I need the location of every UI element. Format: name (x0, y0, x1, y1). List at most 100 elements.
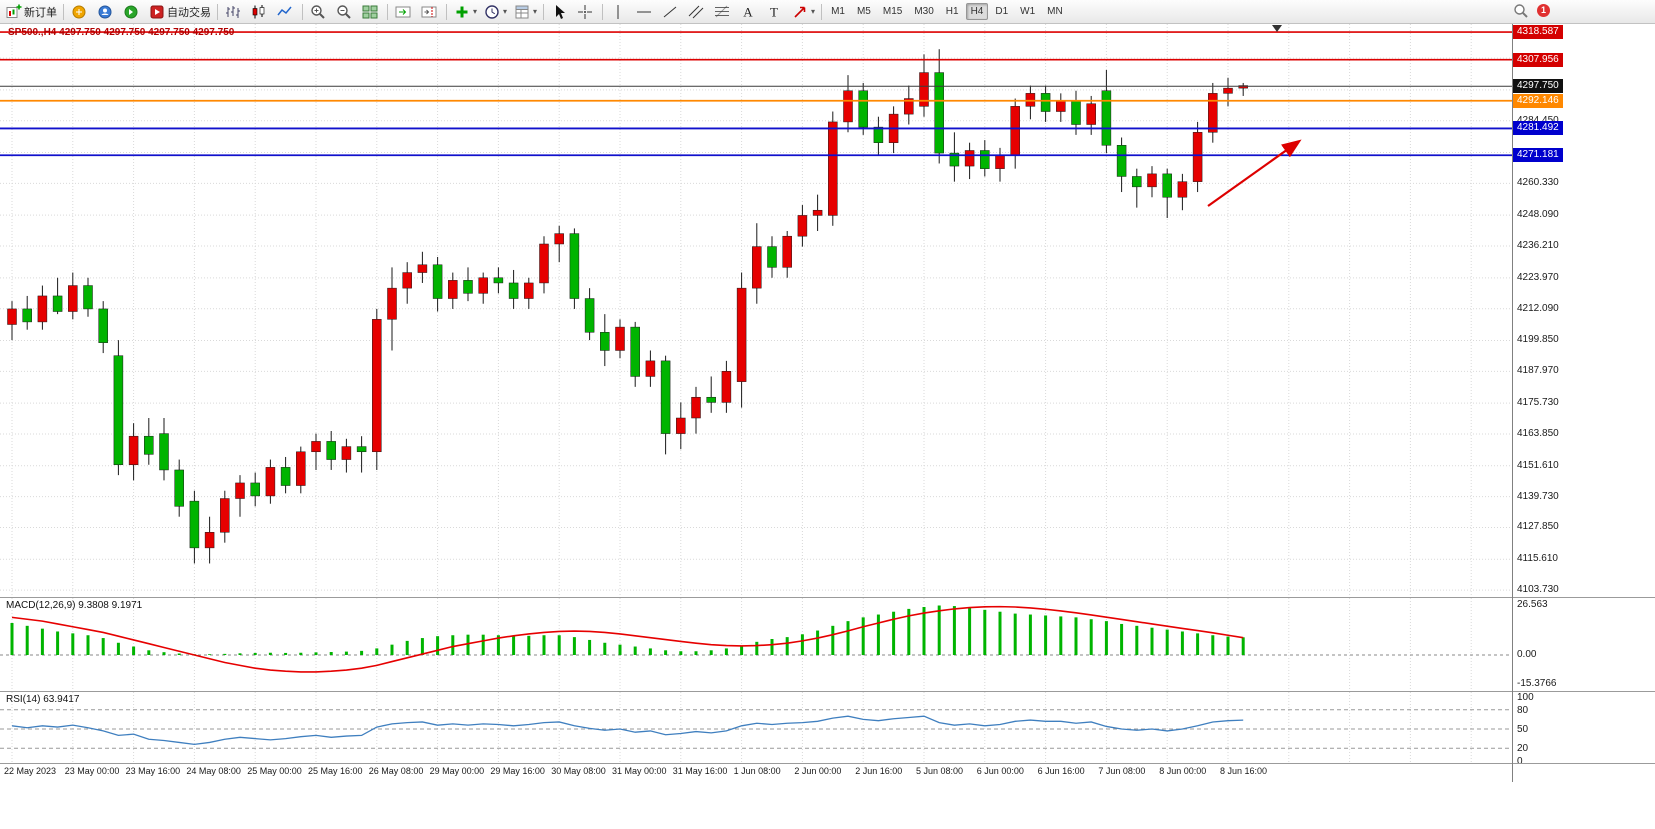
crosshair-button[interactable] (573, 1, 599, 23)
news-button[interactable] (67, 1, 93, 23)
chart-shift-icon (420, 3, 437, 20)
search-icon[interactable] (1512, 2, 1529, 19)
macd-values: 9.3808 9.1971 (78, 600, 143, 611)
timeframe-button-m30[interactable]: M30 (914, 6, 934, 17)
macd-panel[interactable] (0, 598, 1512, 692)
macd-axis-label: 26.563 (1517, 599, 1548, 610)
timeframe-button-h1[interactable]: H1 (945, 6, 959, 17)
main-price-chart[interactable] (0, 24, 1512, 598)
bar-chart-button[interactable] (221, 1, 247, 23)
timeframe-button-m15[interactable]: M15 (882, 6, 903, 17)
time-axis-label: 8 Jun 00:00 (1159, 766, 1207, 776)
rsi-axis-label: 50 (1517, 724, 1529, 735)
new-order-button[interactable]: 新订单 (2, 1, 60, 23)
timeframe-button-w1[interactable]: W1 (1020, 6, 1036, 17)
label-icon: T (765, 3, 782, 20)
hline-icon (635, 3, 652, 20)
timeframe-button-h4[interactable]: H4 (965, 3, 989, 20)
timeframe-button-d1[interactable]: D1 (995, 6, 1009, 17)
shapes-icon (791, 3, 808, 20)
price-axis-label: 4103.730 (1517, 584, 1559, 596)
tile-icon (361, 3, 378, 20)
chevron-down-icon: ▾ (811, 7, 816, 16)
notification-badge[interactable]: 1 (1537, 4, 1550, 17)
timeframe-button-m1[interactable]: M1 (831, 6, 845, 17)
toolbar-separator (821, 3, 823, 20)
arrow-annotation[interactable] (1207, 139, 1302, 207)
time-axis-label: 23 May 00:00 (64, 766, 120, 776)
rsi-line (11, 715, 1244, 746)
price-axis-label: 4223.970 (1517, 271, 1559, 283)
autotrade-button[interactable]: 自动交易 (145, 1, 214, 23)
price-axis-label: 4260.330 (1517, 177, 1559, 189)
text-icon: A (739, 3, 756, 20)
news-icon (70, 3, 87, 20)
rsi-panel[interactable] (0, 692, 1512, 764)
toolbar-separator (446, 3, 447, 20)
pane-separator[interactable] (0, 691, 1655, 692)
price-tag: 4307.956 (1513, 52, 1563, 67)
chevron-down-icon: ▾ (473, 7, 478, 16)
rsi-axis-label: 0 (1517, 756, 1523, 767)
crosshair-icon (576, 3, 593, 20)
toolbar-separator (217, 3, 218, 20)
new-order-icon (5, 3, 22, 20)
metaeditor-button[interactable] (119, 1, 145, 23)
toolbar-buttons: 新订单 自动交易 ▾ ▾ ▾ A T ▾ M1 M5 M15 M30 H1 H4 D1 W1 MN (2, 1, 1069, 23)
zoom-in-icon (309, 3, 326, 20)
price-tag: 4271.181 (1513, 148, 1563, 163)
tile-windows-button[interactable] (358, 1, 384, 23)
price-axis-label: 4127.850 (1517, 521, 1559, 533)
macd-name: MACD(12,26,9) (6, 600, 76, 611)
candlesticks (7, 49, 1248, 564)
toolbar-separator (63, 3, 64, 20)
pane-separator[interactable] (0, 763, 1655, 764)
horizontal-line-button[interactable] (632, 1, 658, 23)
autotrade-button-label: 自动交易 (167, 6, 211, 19)
new-order-button-label: 新订单 (24, 6, 57, 19)
vertical-line-button[interactable] (606, 1, 632, 23)
toolbar-separator (602, 3, 604, 20)
timeframe-button-m5[interactable]: M5 (856, 6, 871, 17)
bars-icon (224, 3, 241, 20)
grid (11, 692, 1472, 764)
text-button[interactable]: A (736, 1, 762, 23)
line-chart-button[interactable] (273, 1, 299, 23)
zoom-in-button[interactable] (306, 1, 332, 23)
svg-text:T: T (770, 4, 778, 19)
toolbar-separator (387, 3, 388, 20)
arrows-button[interactable]: ▾ (788, 1, 818, 23)
indicators-button[interactable]: ▾ (450, 1, 480, 23)
candlestick-chart-button[interactable] (247, 1, 273, 23)
text-label-button[interactable]: T (762, 1, 788, 23)
template-icon (513, 3, 530, 20)
toolbar: 新订单 自动交易 ▾ ▾ ▾ A T ▾ M1 M5 M15 M30 H1 H4 D1 W1 MN 1 (0, 0, 1655, 24)
time-axis-label: 22 May 2023 (4, 766, 57, 776)
time-axis-label: 6 Jun 00:00 (976, 766, 1024, 776)
auto-scroll-button[interactable] (391, 1, 417, 23)
trendline-button[interactable] (658, 1, 684, 23)
fibonacci-button[interactable] (710, 1, 736, 23)
periods-button[interactable]: ▾ (480, 1, 510, 23)
horizontal-line-objects[interactable] (0, 31, 1512, 157)
chevron-down-icon: ▾ (503, 7, 508, 16)
price-tag: 4318.587 (1513, 25, 1563, 40)
timeframe-button-mn[interactable]: MN (1047, 6, 1063, 17)
time-axis-label: 29 May 00:00 (429, 766, 485, 776)
pane-separator[interactable] (0, 597, 1655, 598)
rsi-name: RSI(14) (6, 694, 41, 705)
price-tag: 4297.750 (1513, 79, 1563, 94)
community-button[interactable] (93, 1, 119, 23)
price-tag: 4292.146 (1513, 93, 1563, 108)
chart-shift-marker-icon[interactable] (1272, 25, 1282, 32)
chart-shift-button[interactable] (417, 1, 443, 23)
indicators-icon (453, 3, 470, 20)
periods-icon (483, 3, 500, 20)
cursor-button[interactable] (547, 1, 573, 23)
grid (0, 24, 1512, 598)
channel-button[interactable] (684, 1, 710, 23)
zoom-out-button[interactable] (332, 1, 358, 23)
macd-label: MACD(12,26,9) 9.3808 9.1971 (6, 600, 142, 611)
templates-button[interactable]: ▾ (510, 1, 540, 23)
time-axis-label: 29 May 16:00 (490, 766, 545, 776)
